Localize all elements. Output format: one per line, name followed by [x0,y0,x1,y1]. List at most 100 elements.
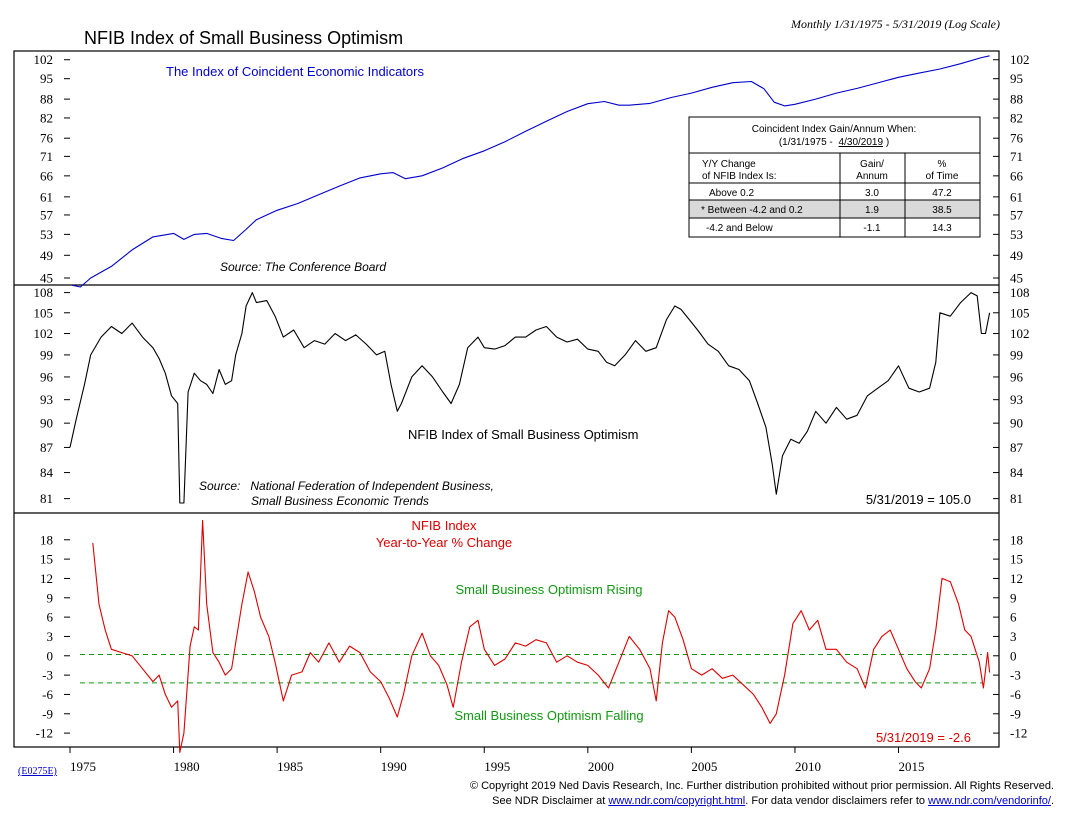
y-tick-label-left: 9 [47,590,54,605]
outer-frame [13,50,1000,748]
y-tick-label-right: 102 [1010,326,1030,341]
stats-table-header-1b: of NFIB Index Is: [702,171,776,182]
y-tick-label-right: 82 [1010,110,1023,125]
disclaimer-line: See NDR Disclaimer at www.ndr.com/copyri… [492,795,1054,807]
y-tick-label-left: 88 [40,92,53,107]
stats-row-label: * Between -4.2 and 0.2 [701,205,803,216]
stats-table-header-2-line1: Gain/ [860,159,884,170]
series-line-bottom [92,519,991,753]
series-line-top [71,55,990,288]
stats-row-gain: -1.1 [863,223,881,234]
chart-canvas: NFIB Index of Small Business Optimism Mo… [13,17,1030,777]
stats-table-header-3-line2: of Time [926,171,959,182]
x-tick-label: 2005 [691,759,717,774]
series-layer [69,55,991,753]
y-tick-label-left: 61 [40,189,53,204]
x-tick-label: 1990 [381,759,407,774]
y-tick-label-left: 57 [40,207,54,222]
stats-table-header-1-line2: of NFIB Index Is: [702,171,776,182]
y-tick-label-right: 0 [1010,648,1017,663]
y-tick-label-right: 88 [1010,92,1023,107]
stats-row-label: Above 0.2 [709,188,754,199]
y-tick-label-right: -9 [1010,706,1021,721]
threshold-layer [80,653,982,684]
chart-title: NFIB Index of Small Business Optimism [84,28,403,48]
stats-row-label: -4.2 and Below [706,223,773,234]
middle-source-line1: Source: National Federation of Independe… [199,479,494,493]
y-tick-label-right: 3 [1010,629,1017,644]
disclaimer-suffix: . [1050,795,1054,807]
y-tick-label-right: -3 [1010,668,1021,683]
y-tick-label-left: 66 [40,168,54,183]
y-tick-label-right: 93 [1010,392,1023,407]
y-tick-label-left: -6 [42,687,53,702]
stats-row-pct: 38.5 [932,205,952,216]
x-tick-label: 2000 [588,759,614,774]
y-tick-label-left: 102 [34,326,54,341]
copyright-link[interactable]: www.ndr.com/copyright.html [608,795,746,807]
y-tick-label-left: 87 [40,440,54,455]
y-tick-label-left: -12 [36,726,53,741]
stats-table-header-1: Y/Y Change [702,159,756,170]
chart-code-link[interactable]: (E0275E) [18,766,57,777]
y-tick-label-left: 6 [47,610,54,625]
y-tick-label-left: 18 [40,532,53,547]
y-tick-label-left: 15 [40,552,53,567]
stats-table-range-prefix: (1/31/1975 - [779,137,833,148]
stats-table-highlight-row [688,199,981,219]
y-tick-label-left: 45 [40,271,53,286]
x-tick-label: 1995 [484,759,510,774]
y-tick-label-left: -3 [42,668,53,683]
y-tick-label-right: 57 [1010,207,1024,222]
y-tick-label-left: 108 [34,285,54,300]
stats-table-header-3b: of Time [926,171,959,182]
stats-table-range-end: 4/30/2019 [839,137,884,148]
x-tick-label: 2015 [899,759,925,774]
x-tick-label: 1980 [174,759,200,774]
y-tick-label-right: 66 [1010,168,1024,183]
bottom-series-label-line2: Year-to-Year % Change [376,535,512,550]
middle-source-line2: Small Business Economic Trends [251,494,429,508]
stats-table-title: Coincident Index Gain/Annum When: [752,124,917,135]
top-series-label: The Index of Coincident Economic Indicat… [166,64,424,79]
threshold-rising-label: Small Business Optimism Rising [455,582,642,597]
disclaimer-prefix: See NDR Disclaimer at [492,795,609,807]
top-source: Source: The Conference Board [220,260,386,274]
y-tick-label-right: 15 [1010,552,1023,567]
y-tick-label-left: 95 [40,71,53,86]
y-tick-label-left: 90 [40,416,53,431]
stats-row-gain: 3.0 [865,188,879,199]
y-tick-label-right: 18 [1010,532,1023,547]
y-tick-label-right: 102 [1010,52,1030,67]
middle-series-label: NFIB Index of Small Business Optimism [408,427,638,442]
stats-row-pct: 47.2 [932,188,952,199]
copyright-line: © Copyright 2019 Ned Davis Research, Inc… [470,780,1054,792]
y-tick-label-left: 105 [34,305,54,320]
series-line-middle [69,292,991,504]
y-tick-label-left: 3 [47,629,54,644]
y-tick-label-left: 82 [40,110,53,125]
threshold-falling-label: Small Business Optimism Falling [454,708,643,723]
stats-row-pct: 14.3 [932,223,952,234]
y-tick-label-left: 84 [40,465,54,480]
y-tick-label-right: 96 [1010,369,1024,384]
y-tick-label-right: 71 [1010,149,1023,164]
y-tick-label-right: 49 [1010,248,1023,263]
vendorinfo-link[interactable]: www.ndr.com/vendorinfo/ [928,795,1051,807]
stats-table-header-2-line2: Annum [856,171,888,182]
stats-table-header-2: Gain/ [860,159,884,170]
stats-table: Coincident Index Gain/Annum When: (1/31/… [688,116,981,238]
y-tick-label-right: 105 [1010,305,1030,320]
y-tick-label-left: 93 [40,392,53,407]
y-tick-label-left: -9 [42,706,53,721]
disclaimer-middle: . For data vendor disclaimers refer to [745,795,929,807]
y-tick-label-right: 76 [1010,131,1024,146]
y-tick-label-right: -6 [1010,687,1021,702]
y-tick-label-left: 0 [47,648,54,663]
stats-table-header-3-line1: % [938,159,947,170]
y-tick-label-left: 81 [40,491,53,506]
y-tick-label-left: 49 [40,248,53,263]
y-tick-label-right: 6 [1010,610,1017,625]
x-tick-label: 1985 [277,759,303,774]
